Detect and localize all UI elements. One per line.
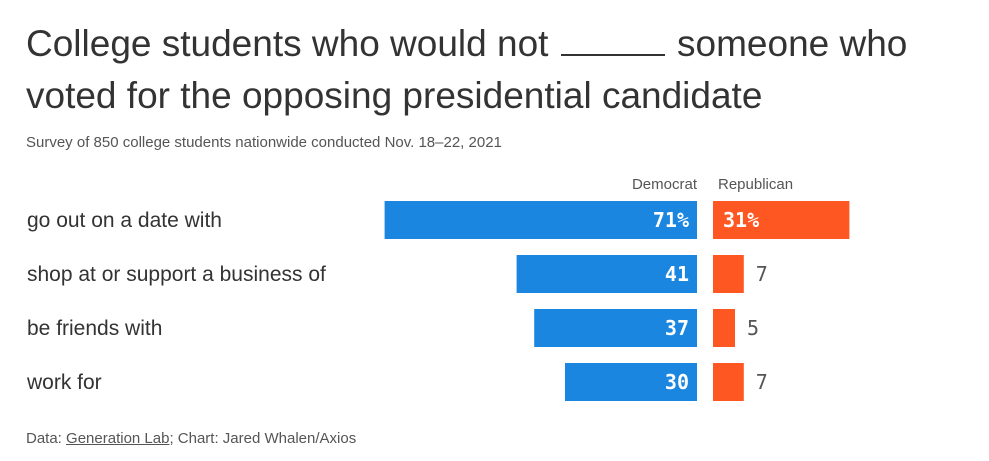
bar-democrat <box>384 201 697 239</box>
bar-democrat <box>534 309 697 347</box>
category-label: be friends with <box>27 317 162 340</box>
source-note: Data: Generation Lab; Chart: Jared Whale… <box>26 430 356 447</box>
data-label-republican: 5 <box>747 316 759 340</box>
data-label-democrat: 71% <box>653 208 689 232</box>
source-prefix: Data: <box>26 430 67 447</box>
bar-democrat <box>565 363 697 401</box>
category-label: work for <box>26 371 102 394</box>
data-label-democrat: 37 <box>665 316 689 340</box>
data-label-republican: 31% <box>723 208 759 232</box>
data-label-democrat: 41 <box>665 262 689 286</box>
bar-republican <box>713 309 735 347</box>
legend-republican: Republican <box>718 176 793 193</box>
title-part-2: someone who voted for the opposing presi… <box>26 23 908 116</box>
bar-democrat <box>516 255 697 293</box>
chart-title: College students who would not someone w… <box>26 18 976 122</box>
source-link[interactable]: Generation Lab <box>66 430 170 447</box>
data-label-democrat: 30 <box>665 370 689 394</box>
source-suffix: ; Chart: Jared Whalen/Axios <box>169 430 357 447</box>
category-label: shop at or support a business of <box>27 263 326 286</box>
data-label-republican: 7 <box>756 370 768 394</box>
title-blank <box>560 26 665 56</box>
data-label-republican: 7 <box>756 262 768 286</box>
bar-republican <box>713 363 744 401</box>
chart-subtitle: Survey of 850 college students nationwid… <box>26 134 502 151</box>
title-part-1: College students who would not <box>26 23 549 64</box>
bar-republican <box>713 255 744 293</box>
legend-democrat: Democrat <box>632 176 698 193</box>
category-label: go out on a date with <box>27 209 222 232</box>
bar-republican <box>713 201 850 239</box>
